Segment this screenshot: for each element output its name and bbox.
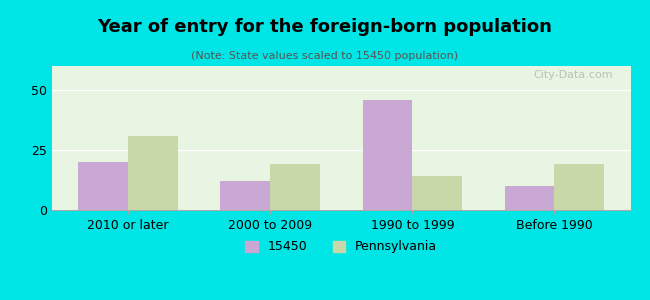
Bar: [504, 186, 554, 210]
Bar: [128, 136, 178, 210]
Bar: [270, 164, 320, 210]
Bar: [554, 164, 604, 210]
Text: City-Data.com: City-Data.com: [534, 70, 613, 80]
Bar: [363, 100, 412, 210]
Bar: [220, 181, 270, 210]
Legend: 15450, Pennsylvania: 15450, Pennsylvania: [240, 236, 442, 259]
Text: Year of entry for the foreign-born population: Year of entry for the foreign-born popul…: [98, 18, 552, 36]
Text: (Note: State values scaled to 15450 population): (Note: State values scaled to 15450 popu…: [192, 51, 458, 61]
Bar: [412, 176, 462, 210]
Bar: [78, 162, 128, 210]
